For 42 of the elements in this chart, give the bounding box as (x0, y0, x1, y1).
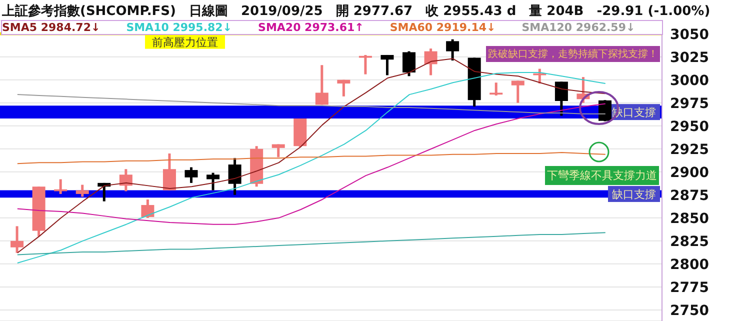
text: SMA60 2919.14↓ (390, 21, 496, 34)
annotation: 下彎季線不具支撐力道 (545, 166, 659, 185)
candlestick (337, 78, 350, 98)
y-tick-label: 3025 (670, 50, 709, 66)
y-tick-label: 2900 (670, 164, 710, 181)
candlestick (490, 81, 503, 97)
y-tick-label: 2925 (670, 142, 709, 158)
annotation: 跌破缺口支撐，走勢持續下探找支撐！ (486, 46, 660, 62)
y-tick-label: 3050 (670, 26, 710, 43)
candlestick (554, 80, 568, 117)
candlestick (76, 184, 89, 198)
text: SMA120 2962.59↓ (522, 21, 636, 34)
candlestick (315, 64, 328, 106)
candlestick (380, 54, 394, 76)
candlestick (162, 152, 176, 192)
line-series (16, 232, 606, 256)
candlestick (206, 172, 220, 192)
candlestick (424, 47, 438, 76)
candlestick (511, 80, 524, 104)
band-label: 缺口支撐 (612, 188, 656, 201)
y-tick-label: 2950 (670, 118, 710, 135)
candlestick (184, 166, 198, 184)
y-tick-label: 3000 (670, 72, 710, 89)
y-tick-label: 2775 (670, 280, 709, 296)
candlestick (402, 50, 416, 78)
y-tick-label: 2875 (670, 188, 709, 204)
candlestick (141, 198, 154, 220)
candlestick (272, 143, 285, 158)
chart-title: 上証參考指數(SHCOMP.FS) 日線圖 2019/09/25 開 2977.67 收 2955.43 d 量 204B -29.91 (-1.00%) (2, 3, 710, 20)
ref-line-label: 前高壓力位置 (152, 36, 218, 49)
y-tick-label: 2850 (670, 210, 710, 227)
y-tick-label: 2800 (670, 256, 710, 273)
candlestick (119, 168, 132, 192)
text: SMA5 2984.72↓ (2, 21, 100, 34)
y-tick-label: 2975 (670, 96, 709, 112)
y-tick-label: 2825 (670, 234, 709, 250)
text: SMA20 2973.61↑ (258, 21, 364, 34)
candlestick (228, 156, 242, 196)
y-tick-label: 2750 (670, 302, 710, 319)
candlestick (446, 38, 460, 62)
text: SMA10 2995.82↓ (126, 21, 232, 34)
candlestick (10, 224, 24, 254)
